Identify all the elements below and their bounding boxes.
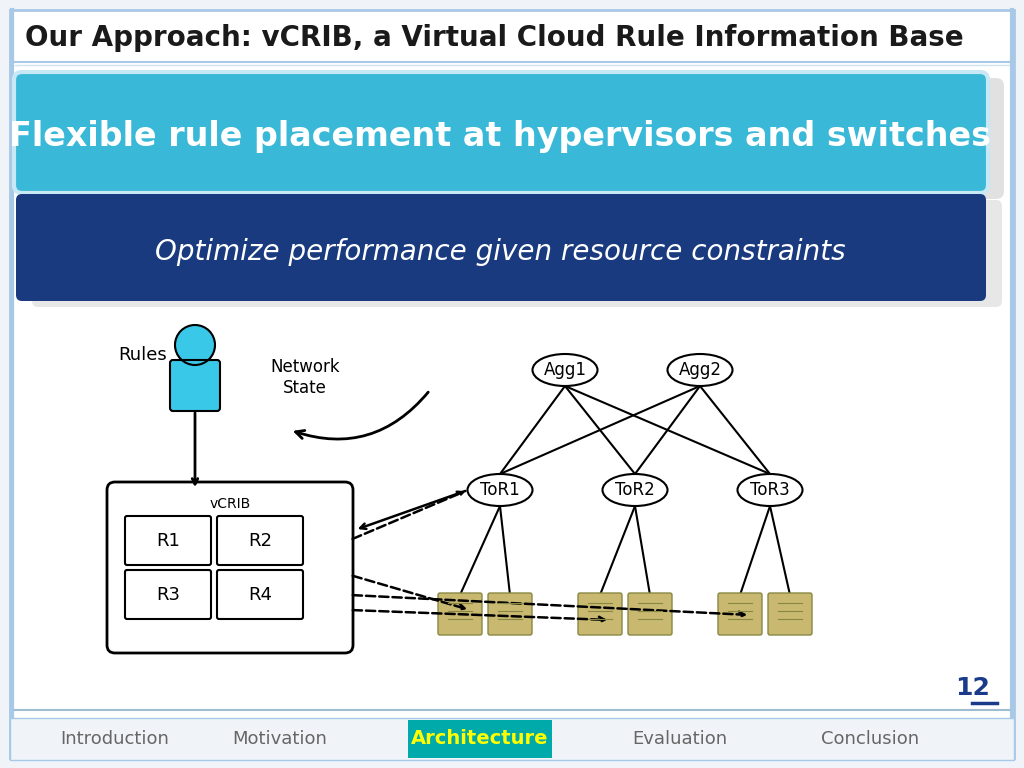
Text: Conclusion: Conclusion — [821, 730, 920, 748]
Text: Architecture: Architecture — [412, 730, 549, 749]
Text: Rules: Rules — [118, 346, 167, 364]
Text: Our Approach: vCRIB, a Virtual Cloud Rule Information Base: Our Approach: vCRIB, a Virtual Cloud Rul… — [25, 24, 964, 52]
FancyBboxPatch shape — [408, 720, 552, 758]
FancyBboxPatch shape — [10, 718, 1014, 760]
Text: Introduction: Introduction — [60, 730, 169, 748]
FancyBboxPatch shape — [170, 360, 220, 411]
Ellipse shape — [532, 354, 597, 386]
Text: Motivation: Motivation — [232, 730, 328, 748]
Text: ToR2: ToR2 — [615, 481, 655, 499]
Text: Network
State: Network State — [270, 358, 340, 397]
Text: Optimize performance given resource constraints: Optimize performance given resource cons… — [155, 237, 846, 266]
FancyBboxPatch shape — [628, 593, 672, 635]
FancyBboxPatch shape — [578, 593, 622, 635]
FancyBboxPatch shape — [14, 72, 988, 193]
FancyBboxPatch shape — [125, 516, 211, 565]
Text: R1: R1 — [156, 531, 180, 549]
Text: Agg1: Agg1 — [544, 361, 587, 379]
Text: Evaluation: Evaluation — [633, 730, 728, 748]
Text: ToR3: ToR3 — [751, 481, 790, 499]
Ellipse shape — [668, 354, 732, 386]
FancyBboxPatch shape — [10, 10, 1014, 758]
Ellipse shape — [468, 474, 532, 506]
FancyBboxPatch shape — [488, 593, 532, 635]
Ellipse shape — [737, 474, 803, 506]
Text: R4: R4 — [248, 585, 272, 604]
FancyBboxPatch shape — [217, 570, 303, 619]
Text: R2: R2 — [248, 531, 272, 549]
Text: Flexible rule placement at hypervisors and switches: Flexible rule placement at hypervisors a… — [9, 120, 991, 153]
Text: Agg2: Agg2 — [679, 361, 722, 379]
FancyBboxPatch shape — [30, 78, 1004, 199]
FancyBboxPatch shape — [438, 593, 482, 635]
Circle shape — [175, 325, 215, 365]
FancyBboxPatch shape — [768, 593, 812, 635]
Text: R3: R3 — [156, 585, 180, 604]
FancyBboxPatch shape — [32, 200, 1002, 307]
FancyBboxPatch shape — [125, 570, 211, 619]
FancyBboxPatch shape — [16, 194, 986, 301]
Text: vCRIB: vCRIB — [209, 497, 251, 511]
FancyArrowPatch shape — [296, 392, 428, 439]
FancyBboxPatch shape — [217, 516, 303, 565]
Text: 12: 12 — [955, 676, 990, 700]
FancyBboxPatch shape — [718, 593, 762, 635]
FancyBboxPatch shape — [106, 482, 353, 653]
Text: ToR1: ToR1 — [480, 481, 520, 499]
Ellipse shape — [602, 474, 668, 506]
